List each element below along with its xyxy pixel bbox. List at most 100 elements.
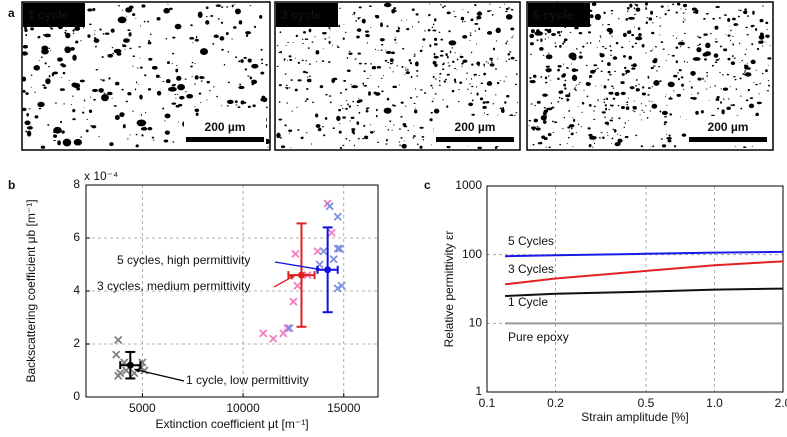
speckle <box>476 61 481 66</box>
speckle <box>730 104 732 107</box>
speckle <box>604 121 610 125</box>
speckle <box>52 71 59 75</box>
speckle <box>210 15 214 17</box>
speckle <box>665 60 668 61</box>
label-box <box>23 3 85 27</box>
speckle <box>611 35 613 37</box>
speckle <box>545 115 548 117</box>
speckle <box>432 75 435 79</box>
speckle <box>30 27 35 31</box>
speckle <box>469 32 472 34</box>
speckle <box>568 136 570 139</box>
speckle <box>690 96 694 99</box>
speckle <box>682 12 685 14</box>
x-tick-label: 10000 <box>226 401 260 415</box>
y-tick-label: 100 <box>462 247 482 261</box>
speckle <box>547 133 552 137</box>
speckle <box>342 116 347 119</box>
speckle <box>537 142 543 145</box>
speckle <box>539 46 544 51</box>
speckle <box>600 37 602 38</box>
cross-point <box>269 334 278 343</box>
speckle <box>411 8 415 11</box>
speckle <box>638 83 640 86</box>
speckle <box>304 100 307 103</box>
speckle <box>454 67 457 69</box>
speckle <box>212 42 215 45</box>
speckle <box>201 48 204 51</box>
speckle <box>26 113 30 117</box>
annotation-arrow <box>134 368 185 382</box>
speckle <box>261 97 268 103</box>
speckle <box>744 53 747 55</box>
speckle <box>60 77 63 78</box>
speckle <box>48 66 51 68</box>
speckle <box>288 87 291 89</box>
speckle <box>400 116 403 118</box>
speckle <box>453 78 457 82</box>
speckle <box>583 89 585 91</box>
image-label: 3 cycle <box>281 8 321 22</box>
speckle <box>621 105 625 110</box>
speckle <box>172 52 175 55</box>
speckle <box>752 10 755 15</box>
speckle <box>754 28 758 31</box>
speckle <box>629 3 633 8</box>
speckle <box>406 68 409 71</box>
speckle <box>48 74 51 78</box>
speckle <box>247 75 250 77</box>
speckle <box>558 34 561 37</box>
speckle <box>677 72 679 74</box>
speckle <box>125 15 127 17</box>
speckle <box>38 59 41 61</box>
speckle <box>604 47 607 50</box>
speckle <box>176 64 178 67</box>
speckle <box>532 143 535 146</box>
speckle <box>57 140 61 146</box>
x-axis-label: Extinction coefficient μt [m⁻¹] <box>155 417 308 431</box>
speckle <box>668 134 671 137</box>
speckle <box>589 135 597 140</box>
speckle <box>467 11 470 13</box>
speckle <box>347 103 349 106</box>
speckle <box>635 79 638 81</box>
speckle <box>399 144 402 146</box>
speckle <box>767 57 772 60</box>
speckle <box>422 38 426 41</box>
speckle <box>609 49 613 52</box>
speckle <box>689 80 691 82</box>
speckle <box>536 39 539 42</box>
speckle <box>234 8 241 15</box>
speckle <box>544 28 549 32</box>
series-label: 5 Cycles <box>508 234 554 248</box>
speckle <box>186 94 194 99</box>
speckle <box>606 97 609 101</box>
speckle <box>194 108 200 112</box>
speckle <box>667 9 671 12</box>
speckle <box>328 61 331 64</box>
speckle <box>733 76 736 78</box>
speckle <box>336 115 341 122</box>
speckle <box>684 19 686 21</box>
speckle <box>351 130 355 134</box>
speckle <box>328 27 331 29</box>
speckle <box>607 134 609 136</box>
speckle <box>302 43 304 45</box>
speckle <box>79 79 85 83</box>
speckle <box>683 60 686 63</box>
speckle <box>191 75 193 77</box>
speckle <box>714 25 719 30</box>
speckle <box>95 68 99 71</box>
speckle <box>432 60 437 65</box>
speckle <box>72 118 76 121</box>
speckle <box>64 31 67 34</box>
speckle <box>147 20 149 23</box>
speckle <box>603 102 606 104</box>
speckle <box>91 88 99 93</box>
speckle <box>573 118 576 122</box>
mean-point <box>126 361 134 369</box>
speckle <box>634 13 637 15</box>
speckle <box>368 91 371 96</box>
speckle <box>76 42 78 44</box>
speckle <box>697 77 702 81</box>
